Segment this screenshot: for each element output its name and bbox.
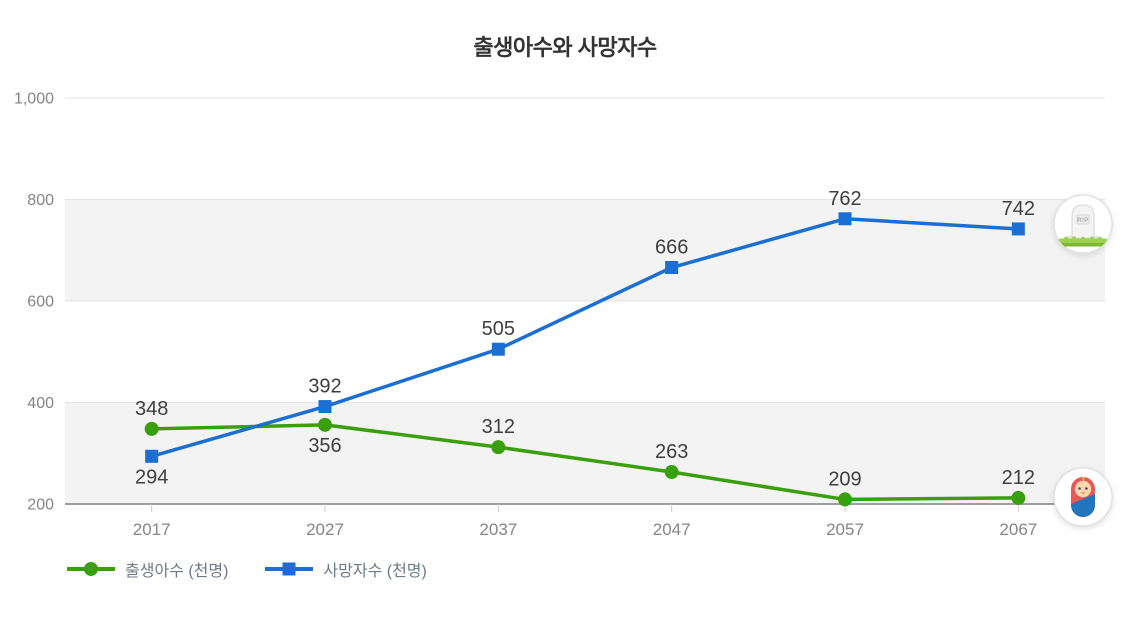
data-point [838,492,852,507]
x-tick-label: 2057 [826,520,864,539]
data-label: 356 [308,435,341,457]
baby-icon [1052,466,1114,528]
data-point [838,212,852,226]
data-label: 742 [1002,198,1035,220]
data-point [665,261,679,275]
legend-item-deaths[interactable]: 사망자수 (천명) [264,557,427,581]
data-point [1011,222,1025,236]
chart-title: 출생아수와 사망자수 [473,35,657,60]
x-tick-label: 2027 [306,520,344,539]
y-tick-label: 800 [27,192,54,209]
plot-band [65,199,1105,301]
data-label: 666 [655,237,688,259]
data-label: 348 [135,398,168,420]
legend-item-births[interactable]: 출생아수 (천명) [66,557,228,581]
data-point [144,421,159,436]
data-point [491,440,506,455]
data-point [145,449,159,463]
data-point [318,417,332,432]
x-tick-label: 2017 [133,520,171,539]
data-point [1011,490,1026,505]
y-tick-label: 200 [27,497,54,514]
tombstone-icon: RIP [1052,193,1114,255]
data-label: 762 [828,188,861,210]
data-label: 294 [135,466,168,488]
y-tick-label: 600 [27,294,54,311]
rip-text: RIP [1077,218,1089,224]
data-label: 263 [655,441,688,463]
data-label: 212 [1002,467,1035,489]
data-label: 209 [828,468,861,490]
y-tick-label: 400 [27,395,54,412]
births-series-marker [67,562,115,576]
legend: 출생아수 (천명) 사망자수 (천명) [66,557,427,581]
plot-band [65,402,1105,504]
data-label: 392 [308,376,341,398]
legend-label-births: 출생아수 (천명) [125,563,229,580]
data-point [491,342,505,356]
data-point [664,465,679,480]
data-label: 505 [482,318,515,340]
x-tick-label: 2047 [653,520,691,539]
deaths-series-marker [265,562,314,576]
x-tick-label: 2067 [999,520,1037,539]
data-point [318,400,332,414]
x-tick-label: 2037 [479,520,517,539]
data-label: 312 [482,416,515,438]
series-line [149,217,1021,459]
y-tick-label: 1,000 [14,91,54,108]
series-line [149,423,1021,502]
legend-label-deaths: 사망자수 (천명) [323,563,427,580]
